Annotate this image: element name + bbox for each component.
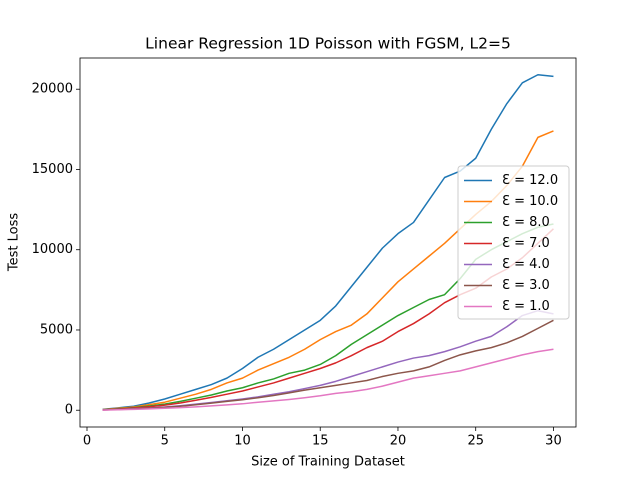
legend: Ɛ = 12.0 Ɛ = 10.0 Ɛ = 8.0 Ɛ = 7.0 Ɛ = 4.0 Ɛ =…	[457, 165, 570, 320]
legend-label: Ɛ = 10.0	[502, 194, 558, 209]
y-tick-label: 5000	[40, 322, 73, 337]
legend-label: Ɛ = 12.0	[502, 173, 558, 188]
y-tick-label: 15000	[32, 162, 73, 177]
plot-frame	[79, 57, 577, 428]
legend-label: Ɛ = 3.0	[502, 278, 550, 293]
series-line	[102, 319, 554, 411]
legend-label: Ɛ = 1.0	[502, 299, 550, 314]
legend-label: Ɛ = 7.0	[502, 236, 550, 251]
y-tick-label: 0	[65, 403, 73, 418]
x-tick-label: 30	[545, 434, 562, 449]
x-axis-label: Size of Training Dataset	[251, 455, 405, 470]
y-tick-label: 20000	[32, 82, 73, 97]
series-line	[102, 348, 554, 411]
x-tick-label: 25	[467, 434, 484, 449]
x-tick-label: 5	[161, 434, 169, 449]
y-tick-label: 10000	[32, 242, 73, 257]
x-tick-label: 10	[234, 434, 251, 449]
series-line	[102, 74, 554, 411]
legend-label: Ɛ = 8.0	[502, 215, 550, 230]
x-tick-label: 20	[390, 434, 407, 449]
x-tick-label: 0	[83, 434, 91, 449]
legend-label: Ɛ = 4.0	[502, 257, 550, 272]
chart-title: Linear Regression 1D Poisson with FGSM, …	[145, 35, 511, 53]
legend-box	[457, 165, 570, 320]
y-axis-label: Test Loss	[7, 213, 22, 272]
x-tick-label: 15	[312, 434, 329, 449]
